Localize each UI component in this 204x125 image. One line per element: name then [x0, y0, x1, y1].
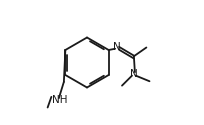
Text: N: N — [112, 42, 120, 52]
Text: N: N — [130, 69, 138, 79]
Text: NH: NH — [52, 95, 68, 105]
